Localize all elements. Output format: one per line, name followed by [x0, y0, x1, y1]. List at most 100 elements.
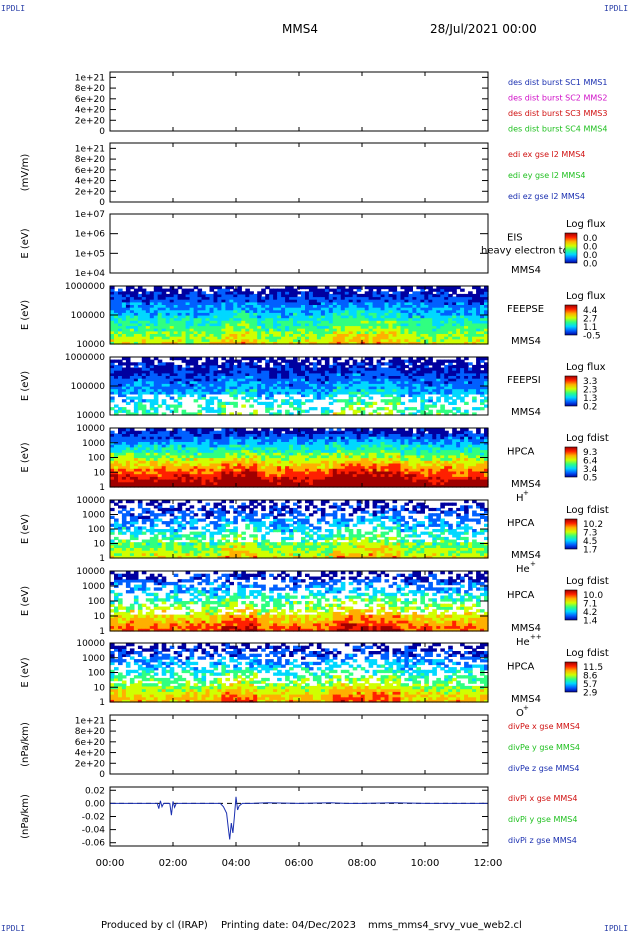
spectrogram-cell — [301, 328, 306, 332]
spectrogram-cell — [324, 362, 330, 366]
spectrogram-cell — [324, 317, 330, 321]
spectrogram-cell — [241, 367, 246, 371]
spectrogram-cell — [416, 391, 421, 395]
spectrogram-cell — [285, 375, 290, 379]
spectrogram-cell — [380, 286, 386, 290]
spectrogram-cell — [332, 470, 338, 475]
spectrogram-cell — [161, 304, 167, 308]
spectrogram-cell — [464, 296, 469, 300]
spectrogram-cell — [281, 307, 286, 311]
spectrogram-cell — [281, 341, 286, 345]
spectrogram-cell — [392, 291, 398, 295]
spectrogram-cell — [229, 476, 234, 480]
spectrogram-cell — [277, 430, 282, 434]
spectrogram-cell — [245, 470, 250, 475]
spectrogram-cell — [129, 449, 135, 453]
spectrogram-cell — [480, 312, 485, 316]
spectrogram-cell — [332, 336, 338, 340]
spectrogram-cell — [273, 291, 278, 295]
spectrogram-cell — [265, 296, 270, 300]
spectrogram-cell — [257, 436, 262, 440]
spectrogram-cell — [189, 288, 195, 292]
spectrogram-cell — [161, 468, 167, 472]
spectrogram-cell — [205, 315, 211, 319]
spectrogram-cell — [305, 457, 310, 461]
spectrogram-cell — [141, 399, 147, 403]
spectrogram-cell — [320, 449, 326, 453]
spectrogram-cell — [177, 375, 183, 379]
spectrogram-cell — [308, 479, 314, 483]
spectrogram-cell — [185, 476, 191, 480]
spectrogram-cell — [153, 328, 159, 332]
spectrogram-cell — [312, 320, 318, 324]
spectrogram-cell — [293, 436, 298, 440]
spectrogram-cell — [277, 380, 282, 384]
spectrogram-cell — [285, 293, 290, 298]
spectrogram-cell — [428, 378, 433, 382]
spectrogram-cell — [392, 391, 398, 395]
spectrogram-cell — [149, 375, 155, 379]
spectrogram-cell — [444, 378, 449, 382]
spectrogram-cell — [269, 322, 274, 327]
spectrogram-cell — [261, 470, 266, 475]
spectrogram-cell — [289, 304, 294, 308]
spectrogram-cell — [281, 401, 286, 405]
spectrogram-cell — [229, 322, 234, 327]
spectrogram-cell — [153, 481, 159, 485]
spectrogram-cell — [320, 299, 326, 303]
spectrogram-cell — [332, 433, 338, 437]
spectrogram-cell — [213, 473, 219, 477]
spectrogram-cell — [245, 378, 250, 382]
spectrogram-cell — [328, 457, 334, 461]
spectrogram-cell — [285, 322, 290, 327]
spectrogram-cell — [301, 473, 306, 477]
spectrogram-cell — [480, 304, 485, 308]
spectrogram-cell — [328, 391, 334, 395]
spectrogram-cell — [225, 333, 230, 337]
spectrogram-cell — [133, 304, 139, 308]
spectrogram-cell — [149, 401, 155, 405]
spectrogram-cell — [121, 304, 127, 308]
spectrogram-cell — [460, 304, 465, 308]
spectrogram-cell — [484, 330, 489, 334]
spectrogram-cell — [133, 296, 139, 300]
spectrogram-cell — [197, 433, 203, 437]
spectrogram-cell — [245, 391, 250, 395]
spectrogram-cell — [388, 317, 394, 321]
spectrogram-cell — [201, 484, 207, 488]
spectrogram-cell — [480, 322, 485, 327]
spectrogram-cell — [336, 299, 342, 303]
spectrogram-cell — [448, 367, 453, 371]
spectrogram-cell — [376, 383, 382, 387]
spectrogram-cell — [289, 449, 294, 453]
spectrogram-cell — [424, 383, 429, 387]
spectrogram-cell — [137, 391, 143, 395]
spectrogram-cell — [364, 301, 370, 305]
spectrogram-cell — [336, 386, 342, 390]
spectrogram-cell — [197, 412, 203, 416]
spectrogram-cell — [261, 457, 266, 461]
spectrogram-cell — [436, 312, 441, 316]
spectrogram-cell — [297, 449, 302, 453]
spectrogram-cell — [133, 438, 139, 442]
spectrogram-cell — [110, 388, 115, 392]
spectrogram-cell — [114, 444, 119, 448]
spectrogram-cell — [305, 468, 310, 472]
spectrogram-cell — [305, 391, 310, 395]
spectrogram-cell — [428, 330, 433, 334]
spectrogram-cell — [396, 375, 402, 379]
spectrogram-cell — [257, 328, 262, 332]
spectrogram-cell — [249, 470, 254, 475]
spectrogram-cell — [213, 436, 219, 440]
spectrogram-cell — [388, 336, 394, 340]
spectrogram-cell — [344, 288, 350, 292]
spectrogram-cell — [312, 375, 318, 379]
spectrogram-cell — [157, 479, 163, 483]
spectrogram-cell — [360, 317, 366, 321]
spectrogram-cell — [173, 409, 179, 413]
spectrogram-cell — [368, 359, 374, 363]
spectrogram-cell — [428, 307, 433, 311]
spectrogram-cell — [444, 320, 449, 324]
spectrogram-cell — [364, 362, 370, 366]
spectrogram-cell — [484, 404, 489, 408]
